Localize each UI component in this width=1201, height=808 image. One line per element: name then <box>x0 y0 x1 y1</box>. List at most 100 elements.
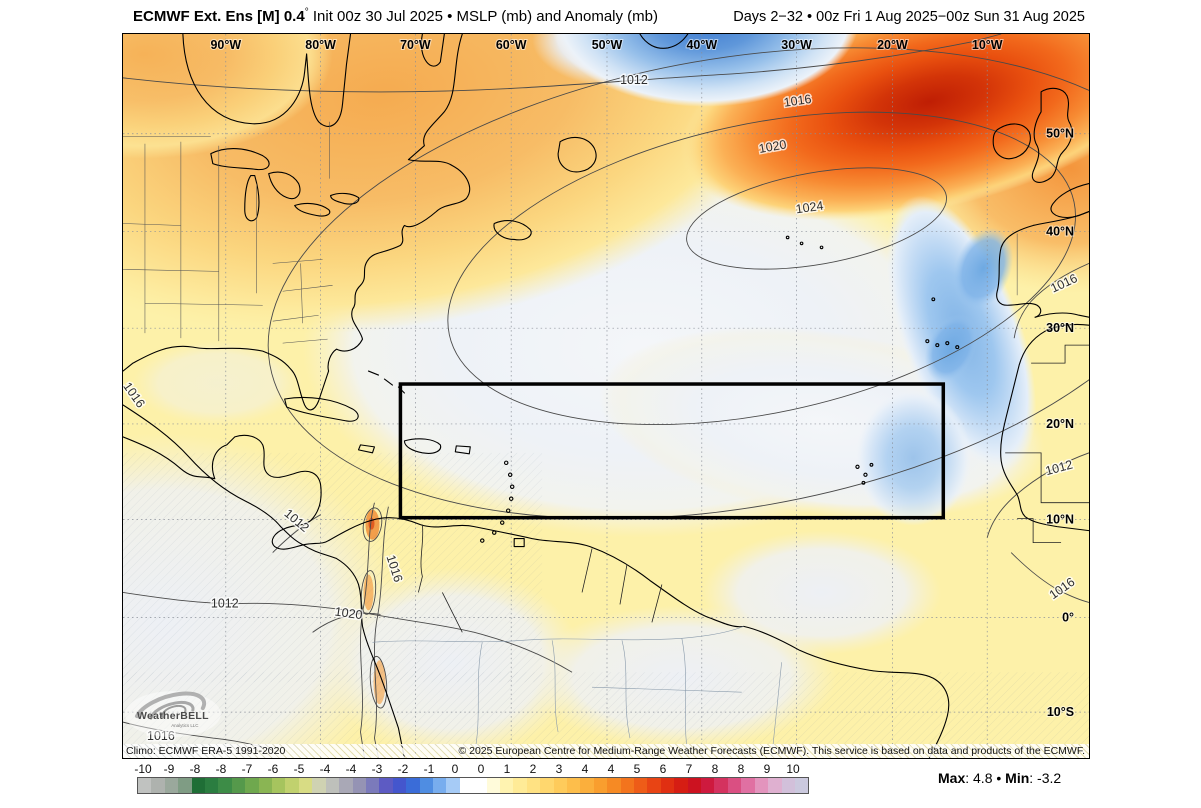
colorbar-tick-label: -8 <box>215 762 227 776</box>
colorbar-segment <box>365 778 380 793</box>
colorbar-segment <box>486 778 500 793</box>
colorbar-segment <box>567 778 581 793</box>
pressure-contours <box>123 34 1089 758</box>
credits-bar: Climo: ECMWF ERA-5 1991-2020 © 2025 Euro… <box>123 744 1089 758</box>
colorbar-segment <box>218 778 232 793</box>
colorbar-segment <box>513 778 527 793</box>
colorbar-segment <box>446 778 460 793</box>
contour-label: 1012 <box>211 596 239 610</box>
max-label: Max <box>938 770 966 786</box>
copyright-note: © 2025 European Centre for Medium-Range … <box>458 745 1085 757</box>
graticule <box>123 34 1089 758</box>
maxmin-readout: Max: 4.8 • Min: -3.2 <box>938 770 1061 786</box>
colorbar-tick-label: -10 <box>134 762 152 776</box>
mdr-box <box>398 382 946 520</box>
lat-label: 0° <box>1062 610 1074 624</box>
rivers <box>372 626 782 758</box>
colorbar-tick-label: -7 <box>241 762 253 776</box>
lat-label: 20°N <box>1046 417 1074 431</box>
colorbar-segment <box>151 778 165 793</box>
lon-label: 90°W <box>210 38 241 52</box>
colorbar-tick-label: -3 <box>371 762 383 776</box>
colorbar-tick-label: 0 <box>477 762 485 776</box>
colorbar-segment <box>312 778 326 793</box>
colorbar-segment <box>432 778 447 793</box>
title-model: ECMWF Ext. Ens [M] 0.4 <box>133 8 305 25</box>
coastlines <box>123 34 1089 758</box>
colorbar-segment <box>406 778 420 793</box>
colorbar-segment <box>593 778 608 793</box>
colorbar-tick-label: -4 <box>319 762 331 776</box>
colorbar-segment <box>727 778 742 793</box>
colorbar-tick-label: -1 <box>423 762 435 776</box>
colorbar-tick-label: 3 <box>555 762 563 776</box>
lat-label: 10°N <box>1046 513 1074 527</box>
lat-label: 40°N <box>1046 224 1074 238</box>
contour-label: 1016 <box>783 92 812 110</box>
contour-label: 1016 <box>147 729 175 743</box>
colorbar-labels: -10 -9 -8 -8 -7 -6 -5 -4 -4 -3 -2 -1 0 0 1 2 3 4 4 5 6 7 8 8 9 10 <box>0 762 1201 776</box>
colorbar-segment <box>191 778 206 793</box>
colorbar-segment <box>714 778 728 793</box>
colorbar-segment <box>178 778 192 793</box>
title-init-params: Init 00z 30 Jul 2025 • MSLP (mb) and Ano… <box>308 8 658 25</box>
lon-label: 10°W <box>972 38 1003 52</box>
colorbar-segment <box>647 778 661 793</box>
colorbar-segment <box>325 778 340 793</box>
colorbar-tick-label: -5 <box>293 762 305 776</box>
lat-label: 50°N <box>1046 127 1074 141</box>
colorbar-segment <box>473 778 487 793</box>
map-title-left: ECMWF Ext. Ens [M] 0.4° Init 00z 30 Jul … <box>133 7 658 25</box>
anomaly-shading <box>123 34 1089 758</box>
logo-subtext: Analytics LLC <box>171 723 199 728</box>
colorbar-tick-label: 4 <box>581 762 589 776</box>
lon-label: 70°W <box>400 38 431 52</box>
colorbar-tick-label: -6 <box>267 762 279 776</box>
colorbar-segment <box>781 778 795 793</box>
colorbar-segment <box>526 778 541 793</box>
contour-label: 1020 <box>758 137 788 156</box>
longitude-labels: 90°W 80°W 70°W 60°W 50°W 40°W 30°W 20°W … <box>209 37 1003 53</box>
colorbar-segment <box>794 778 809 793</box>
lon-label: 80°W <box>305 38 336 52</box>
colorbar <box>137 777 809 794</box>
logo-wordmark: WeatherBELL <box>137 711 209 722</box>
colorbar-segment <box>352 778 366 793</box>
contour-label: 1020 <box>334 605 363 623</box>
contour-label: 1024 <box>795 199 824 217</box>
colorbar-segment <box>138 778 152 793</box>
colorbar-segment <box>379 778 393 793</box>
colorbar-segment <box>634 778 648 793</box>
colorbar-segment <box>272 778 286 793</box>
colorbar-segment <box>298 778 313 793</box>
colorbar-segment <box>419 778 433 793</box>
lat-label: 10°S <box>1047 705 1074 719</box>
title-degree: ° <box>304 7 309 18</box>
colorbar-segment <box>620 778 635 793</box>
colorbar-tick-label: -9 <box>163 762 175 776</box>
colorbar-segment <box>339 778 353 793</box>
colorbar-tick-label: 8 <box>737 762 745 776</box>
lon-label: 40°W <box>686 38 717 52</box>
climo-note: Climo: ECMWF ERA-5 1991-2020 <box>126 745 286 757</box>
lon-label: 60°W <box>496 38 527 52</box>
latitude-labels: 50°N 40°N 30°N 20°N 10°N 0° 10°S <box>1045 126 1075 720</box>
colorbar-tick-label: 9 <box>763 762 771 776</box>
weatherbell-logo: WeatherBELL Analytics LLC <box>124 691 221 738</box>
colorbar-segment <box>164 778 179 793</box>
colorbar-segment <box>285 778 299 793</box>
colorbar-segment <box>701 778 715 793</box>
colorbar-tick-label: 4 <box>607 762 615 776</box>
map-canvas: 90°W 80°W 70°W 60°W 50°W 40°W 30°W 20°W … <box>123 34 1089 758</box>
colorbar-tick-label: 2 <box>529 762 537 776</box>
colorbar-segment <box>754 778 769 793</box>
colorbar-segment <box>245 778 259 793</box>
map-title-right: Days 2−32 • 00z Fri 1 Aug 2025−00z Sun 3… <box>733 9 1085 25</box>
weather-map: 90°W 80°W 70°W 60°W 50°W 40°W 30°W 20°W … <box>122 33 1090 759</box>
maxmin-separator: • <box>996 770 1006 786</box>
colorbar-segment <box>499 778 514 793</box>
max-value: : 4.8 <box>965 770 997 786</box>
colorbar-tick-label: 6 <box>659 762 667 776</box>
colorbar-tick-label: 7 <box>685 762 693 776</box>
